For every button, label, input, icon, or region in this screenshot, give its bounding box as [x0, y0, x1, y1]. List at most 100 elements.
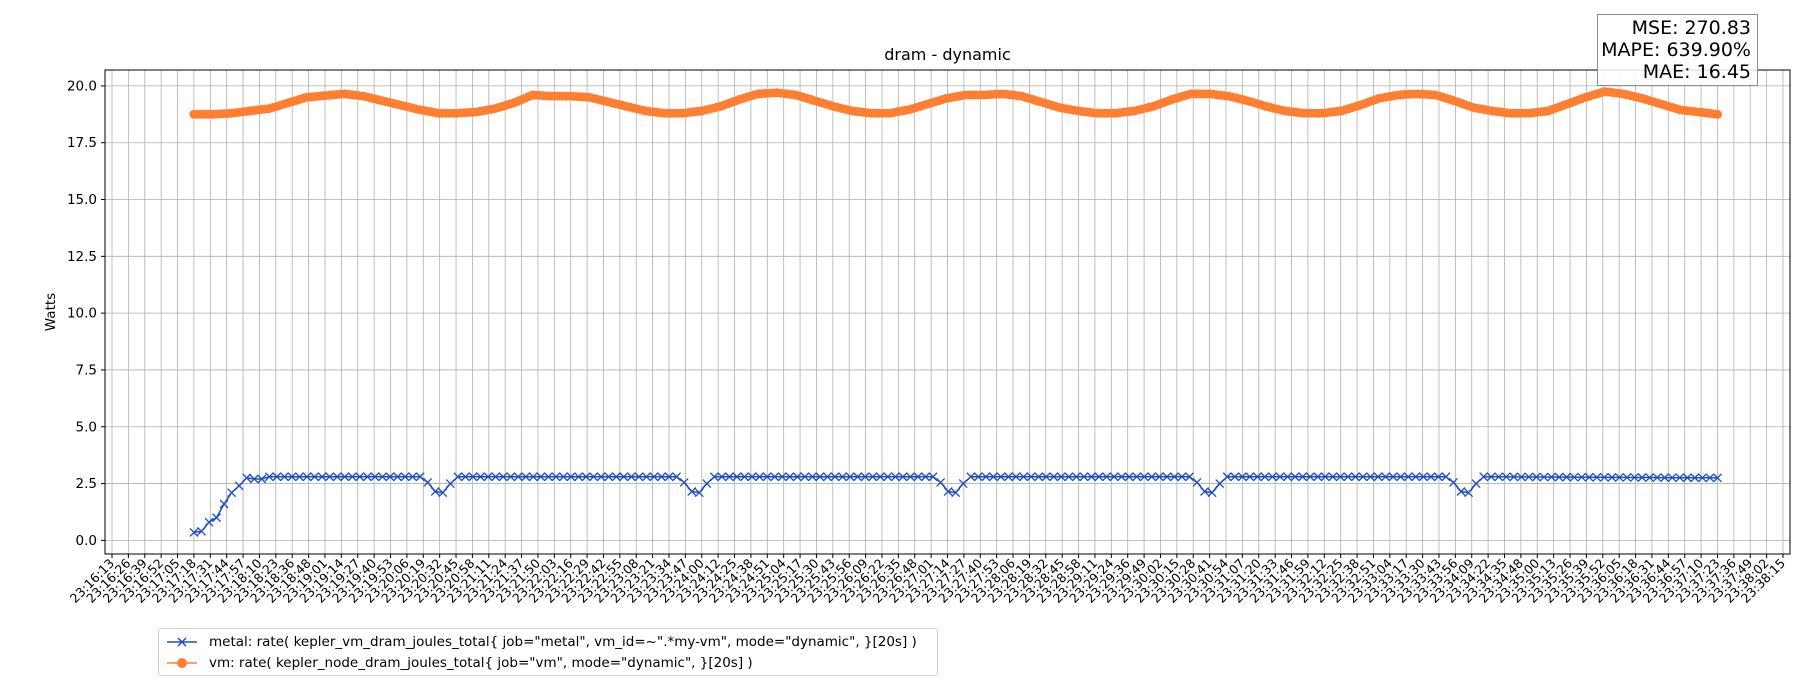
- data-point-x: [1245, 472, 1255, 482]
- data-point-x: [1547, 472, 1556, 482]
- data-point-x: [1471, 479, 1481, 489]
- data-point-x: [1584, 472, 1594, 482]
- data-point-x: [1531, 472, 1541, 482]
- data-point-x: [1418, 472, 1428, 482]
- data-point-x: [1169, 472, 1179, 482]
- data-point-x: [551, 472, 561, 482]
- data-point-x: [1562, 472, 1572, 482]
- data-point-x: [581, 472, 591, 482]
- data-point-x: [611, 472, 621, 482]
- data-point-x: [1094, 472, 1104, 482]
- data-point-x: [830, 472, 840, 482]
- data-point-x: [1622, 472, 1632, 482]
- data-point-x: [973, 472, 983, 482]
- data-point-x: [777, 472, 787, 482]
- data-point-x: [649, 472, 659, 482]
- data-point-x: [928, 472, 938, 482]
- data-point-x: [1433, 472, 1443, 482]
- data-point-x: [204, 517, 214, 527]
- data-point-x: [1426, 472, 1436, 482]
- data-point-x: [212, 513, 221, 523]
- y-axis: 0.0 2.5 5.0 7.5 10.0 12.5 15.0 17.5 20.0: [67, 78, 105, 549]
- data-point-x: [1260, 472, 1270, 482]
- data-point-x: [800, 472, 810, 482]
- data-point-x: [1516, 472, 1526, 482]
- data-point-x: [687, 487, 697, 496]
- data-point-x: [1343, 472, 1353, 482]
- data-point-x: [1486, 472, 1496, 482]
- data-point-x: [988, 472, 998, 482]
- data-point-x: [1381, 472, 1391, 482]
- data-point-x: [1124, 472, 1134, 482]
- grid: [105, 70, 1790, 554]
- data-point-x: [1592, 472, 1602, 482]
- data-point-x: [189, 527, 199, 537]
- data-point-x: [604, 472, 614, 482]
- data-point-x: [868, 472, 878, 482]
- data-point-x: [807, 472, 817, 482]
- data-point-x: [815, 472, 825, 482]
- data-point-x: [1682, 473, 1692, 483]
- data-point-x: [1366, 472, 1375, 482]
- data-point-x: [634, 472, 644, 482]
- chart-title: dram - dynamic: [884, 45, 1010, 64]
- data-point-x: [476, 472, 485, 482]
- y-tick-label: 10.0: [67, 306, 97, 322]
- data-point-x: [566, 472, 576, 482]
- data-point-x: [1411, 472, 1421, 482]
- data-point-x: [378, 472, 387, 482]
- series-metal: [189, 472, 1722, 537]
- data-point-x: [1690, 473, 1700, 483]
- data-point-x: [1237, 472, 1247, 482]
- data-point-x: [325, 472, 335, 482]
- data-point-x: [1456, 487, 1466, 496]
- data-point-x: [1283, 472, 1293, 482]
- data-point-x: [543, 472, 553, 482]
- data-point-x: [460, 472, 470, 482]
- data-point-x: [1298, 472, 1308, 482]
- data-point-x: [921, 472, 930, 482]
- data-point-x: [981, 472, 991, 482]
- data-point-x: [1004, 472, 1013, 482]
- legend-item-vm: vm: rate( kepler_node_dram_joules_total{…: [165, 653, 753, 673]
- data-point-x: [898, 472, 908, 482]
- series-line: [193, 475, 1718, 534]
- data-point-x: [679, 477, 689, 487]
- data-point-x: [672, 472, 682, 482]
- data-point-x: [302, 472, 312, 482]
- data-point-x: [317, 472, 327, 482]
- data-point-x: [724, 472, 734, 482]
- legend-label-metal: metal: rate( kepler_vm_dram_joules_total…: [209, 634, 917, 650]
- legend-marker-x-icon: [167, 637, 197, 647]
- data-point-x: [1207, 488, 1217, 498]
- data-point-x: [310, 472, 320, 482]
- data-point-x: [332, 472, 342, 482]
- data-point-x: [1675, 473, 1685, 483]
- data-point-x: [1154, 472, 1164, 482]
- data-point-x: [1577, 472, 1587, 482]
- data-point-x: [1614, 472, 1624, 482]
- data-point-x: [1139, 472, 1149, 482]
- data-point-x: [347, 472, 357, 482]
- data-point-x: [1509, 472, 1519, 482]
- data-point-x: [559, 472, 568, 482]
- data-point-x: [1185, 472, 1194, 482]
- y-tick-label: 15.0: [67, 192, 97, 208]
- data-point-x: [1358, 472, 1368, 482]
- data-point-x: [905, 472, 915, 482]
- data-point-x: [1056, 472, 1066, 482]
- data-point-x: [249, 474, 259, 484]
- data-point-x: [1200, 487, 1210, 496]
- data-point-x: [1569, 472, 1579, 482]
- data-point-x: [1660, 473, 1670, 483]
- data-point-x: [468, 472, 478, 482]
- data-point-x: [838, 472, 848, 482]
- data-point-x: [1192, 477, 1202, 487]
- data-point-x: [1064, 472, 1074, 482]
- data-point-x: [1403, 472, 1413, 482]
- data-point-x: [355, 472, 365, 482]
- data-point-x: [453, 472, 463, 482]
- data-point-x: [340, 472, 350, 482]
- data-point-x: [747, 472, 757, 482]
- data-point-x: [1117, 472, 1127, 482]
